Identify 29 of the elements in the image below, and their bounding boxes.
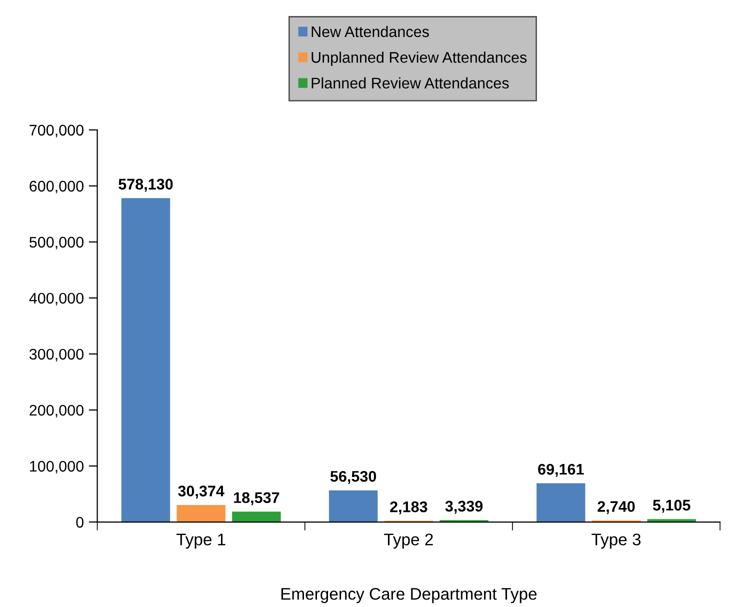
legend-label: Unplanned Review Attendances xyxy=(312,52,527,66)
y-tick-label: 700,000 xyxy=(30,124,84,138)
legend-label: New Attendances xyxy=(312,26,429,38)
y-tick-label: 400,000 xyxy=(29,292,84,306)
y-tick-label: 500,000 xyxy=(29,236,84,250)
y-tick-label: 0 xyxy=(76,516,84,528)
y-tick-label: 300,000 xyxy=(29,348,84,362)
data-label: 18,537 xyxy=(234,492,280,506)
data-label: 578,130 xyxy=(118,178,173,192)
y-tick-label: 200,000 xyxy=(30,404,84,418)
bar xyxy=(176,505,226,522)
bar xyxy=(121,198,170,522)
data-label: 3,339 xyxy=(445,500,483,514)
bar xyxy=(232,512,281,522)
data-label: 5,105 xyxy=(652,500,690,513)
data-label: 56,530 xyxy=(330,470,376,484)
y-tick-label: 600,000 xyxy=(30,180,84,194)
data-label: 69,161 xyxy=(538,464,584,477)
bar xyxy=(536,483,586,522)
x-tick-label: Type 3 xyxy=(592,534,641,549)
data-label: 2,740 xyxy=(598,501,635,514)
x-tick-label: Type 2 xyxy=(384,534,433,549)
data-label: 2,183 xyxy=(390,501,428,514)
bar xyxy=(328,490,378,522)
data-label: 30,374 xyxy=(178,486,224,499)
y-tick-label: 100,000 xyxy=(30,460,84,474)
x-axis-title: Emergency Care Department Type xyxy=(281,588,537,604)
legend-label: Planned Review Attendances xyxy=(312,77,509,89)
x-tick-label: Type 1 xyxy=(176,534,226,549)
